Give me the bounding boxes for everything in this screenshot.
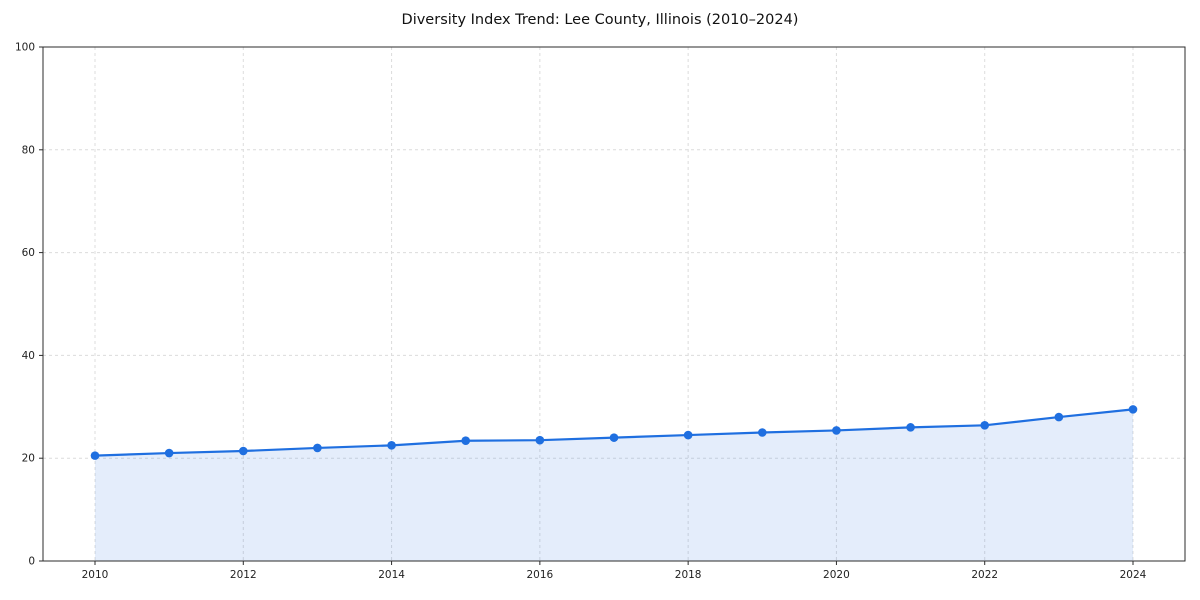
x-tick-label: 2016 bbox=[526, 569, 553, 581]
data-point-2023 bbox=[1054, 412, 1064, 422]
data-point-2015 bbox=[461, 436, 471, 446]
x-tick-label: 2020 bbox=[823, 569, 850, 581]
x-tick-label: 2022 bbox=[971, 569, 998, 581]
y-tick-label: 40 bbox=[22, 350, 35, 362]
data-point-2018 bbox=[683, 430, 693, 440]
data-point-2017 bbox=[609, 433, 619, 442]
data-point-2013 bbox=[313, 443, 322, 453]
x-tick-label: 2010 bbox=[82, 569, 109, 581]
data-point-2024 bbox=[1128, 405, 1138, 414]
data-point-2019 bbox=[757, 428, 767, 437]
data-point-2016 bbox=[535, 435, 545, 445]
data-point-2011 bbox=[164, 448, 174, 458]
x-tick-label: 2018 bbox=[675, 569, 702, 581]
area-fill bbox=[95, 409, 1133, 561]
data-point-2010 bbox=[90, 451, 100, 460]
y-tick-label: 60 bbox=[22, 247, 35, 259]
data-point-2012 bbox=[238, 446, 248, 456]
y-tick-label: 100 bbox=[15, 42, 35, 54]
x-tick-label: 2014 bbox=[378, 569, 405, 581]
plot-frame bbox=[42, 46, 1186, 562]
x-tick-label: 2012 bbox=[230, 569, 257, 581]
chart-title: Diversity Index Trend: Lee County, Illin… bbox=[401, 12, 799, 28]
x-tick-label: 2024 bbox=[1120, 569, 1147, 581]
y-tick-label: 0 bbox=[28, 556, 35, 568]
y-tick-label: 20 bbox=[22, 453, 35, 465]
data-point-2022 bbox=[980, 421, 990, 430]
data-point-2020 bbox=[832, 426, 841, 435]
data-point-2021 bbox=[906, 423, 915, 432]
y-tick-label: 80 bbox=[22, 144, 35, 156]
data-point-2014 bbox=[387, 441, 396, 450]
